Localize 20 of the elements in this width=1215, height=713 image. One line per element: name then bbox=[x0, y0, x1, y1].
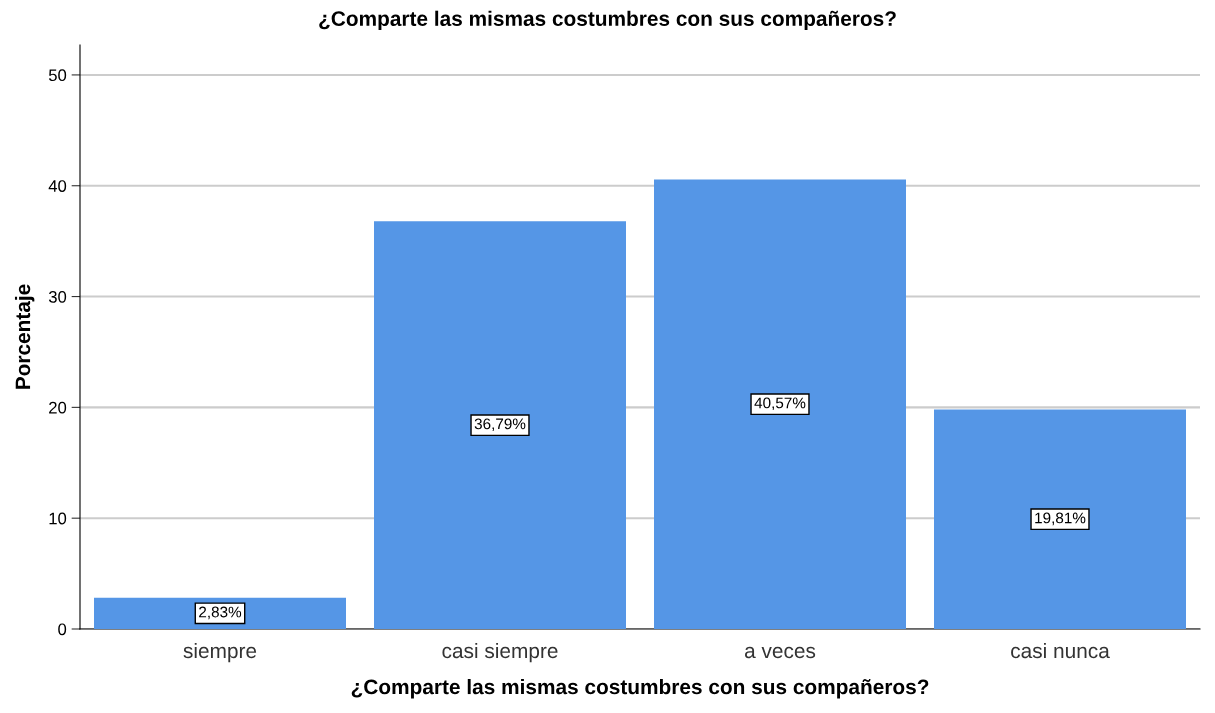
bar bbox=[654, 179, 906, 629]
y-tick-label: 0 bbox=[58, 623, 67, 636]
x-axis-title: ¿Comparte las mismas costumbres con sus compañeros? bbox=[351, 678, 929, 699]
chart-title: ¿Comparte las mismas costumbres con sus compañeros? bbox=[319, 10, 896, 31]
y-tick-label: 20 bbox=[49, 401, 67, 414]
y-tick-label: 30 bbox=[48, 290, 67, 303]
y-tick-label: 40 bbox=[48, 180, 67, 192]
bar bbox=[934, 409, 1186, 629]
data-label: 19,81% bbox=[1035, 512, 1086, 526]
y-tick-label: 50 bbox=[48, 69, 67, 82]
x-tick-label: casi siempre bbox=[442, 642, 558, 663]
bar bbox=[374, 221, 626, 629]
y-axis-title: Porcentaje bbox=[14, 284, 35, 389]
data-label: 40,57% bbox=[754, 397, 806, 411]
x-tick-label: siempre bbox=[183, 642, 257, 663]
x-tick-label: a veces bbox=[744, 646, 816, 659]
data-label: 36,79% bbox=[474, 418, 526, 432]
x-tick-label: casi nunca bbox=[1011, 642, 1110, 659]
y-tick-label: 10 bbox=[49, 512, 67, 525]
data-label: 2,83% bbox=[199, 606, 242, 620]
